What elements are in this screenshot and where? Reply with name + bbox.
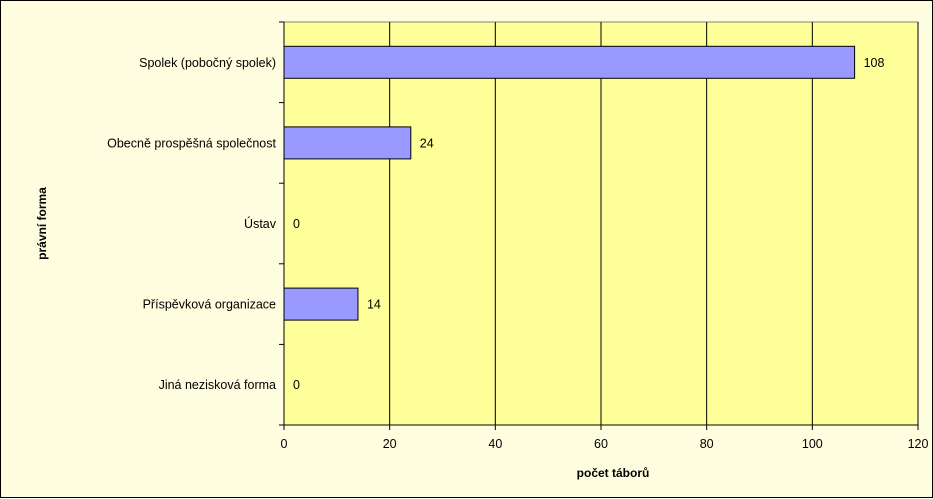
category-label: Příspěvková organizace [143,298,276,312]
x-tick-label: 0 [281,437,288,451]
x-axis-title: počet táborů [577,466,650,480]
gridlines [279,21,919,430]
category-label: Obecně prospěšná společnost [107,136,276,150]
bar [283,287,359,321]
bars [283,45,856,321]
x-tick-label: 120 [908,437,929,451]
x-tick-label: 60 [594,437,608,451]
x-tick-label: 20 [383,437,397,451]
category-label: Jiná nezisková forma [159,378,276,392]
x-tick-label: 100 [802,437,823,451]
category-labels: Spolek (pobočný spolek) Obecně prospěšná … [107,56,277,392]
data-labels: 108 24 0 14 0 [293,56,885,392]
data-label: 0 [293,217,300,231]
x-tick-label: 40 [488,437,502,451]
x-tick-labels: 0 20 40 60 80 100 120 [281,437,929,451]
data-label: 108 [864,56,885,70]
data-label: 24 [420,136,434,150]
category-label: Ústav [244,216,277,231]
data-label: 14 [367,298,381,312]
data-label: 0 [293,378,300,392]
bar [283,126,412,160]
bar [283,45,856,79]
x-tick-label: 80 [700,437,714,451]
category-label: Spolek (pobočný spolek) [139,56,276,70]
y-axis-title: právní forma [35,187,49,260]
